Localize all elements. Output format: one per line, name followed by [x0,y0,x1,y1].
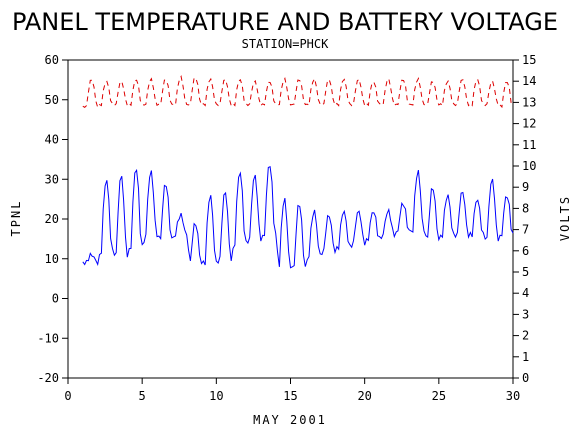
x-axis-label: MAY 2001 [253,413,327,427]
right-tick-label: 14 [522,74,536,88]
right-tick-label: 15 [522,53,536,67]
right-tick-label: 13 [522,95,536,109]
right-tick-label: 3 [522,307,529,321]
x-tick-label: 15 [283,389,297,403]
axes-layer: -20-100102030405060012345678910111213141… [37,53,536,403]
x-tick-label: 0 [64,389,71,403]
left-tick-label: 0 [52,292,59,306]
right-tick-label: 10 [522,159,536,173]
right-tick-label: 1 [522,350,529,364]
right-tick-label: 6 [522,244,529,258]
left-tick-label: -20 [37,371,59,385]
x-tick-label: 25 [432,389,446,403]
left-tick-label: 60 [45,53,59,67]
left-tick-label: 30 [45,172,59,186]
chart-title: PANEL TEMPERATURE AND BATTERY VOLTAGE [12,8,558,36]
left-tick-label: 20 [45,212,59,226]
right-axis-label: VOLTS [558,195,570,241]
right-tick-label: 11 [522,138,536,152]
x-tick-label: 30 [506,389,520,403]
panel-temperature-line [82,165,514,269]
right-tick-label: 4 [522,286,529,300]
left-tick-label: 40 [45,133,59,147]
x-tick-label: 10 [209,389,223,403]
chart-subtitle: STATION=PHCK [242,37,329,51]
right-tick-label: 9 [522,180,529,194]
left-tick-label: -10 [37,331,59,345]
right-tick-label: 12 [522,117,536,131]
right-tick-label: 8 [522,201,529,215]
series-layer [82,74,514,269]
right-tick-label: 7 [522,223,529,237]
battery-voltage-line [82,74,514,109]
right-tick-label: 0 [522,371,529,385]
x-tick-label: 5 [139,389,146,403]
right-tick-label: 5 [522,265,529,279]
right-tick-label: 2 [522,329,529,343]
plot-frame [67,59,514,379]
left-tick-label: 50 [45,93,59,107]
left-axis-label: TPNL [9,200,23,237]
left-tick-label: 10 [45,252,59,266]
x-tick-label: 20 [357,389,371,403]
